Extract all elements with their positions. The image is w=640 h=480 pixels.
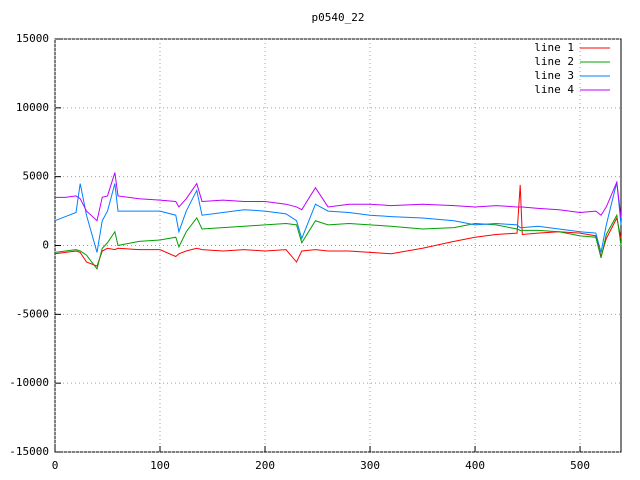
data-line: [55, 172, 622, 222]
x-tick-label: 300: [360, 459, 380, 472]
y-tick-label: -10000: [9, 376, 49, 389]
legend-label: line 3: [534, 69, 574, 82]
y-tick-label: -5000: [16, 307, 49, 320]
y-tick-label: 15000: [16, 32, 49, 45]
y-tick-label: -15000: [9, 445, 49, 458]
y-tick-label: 10000: [16, 101, 49, 114]
data-line: [54, 182, 622, 253]
x-tick-label: 200: [255, 459, 275, 472]
data-line: [54, 213, 622, 271]
x-tick-label: 0: [52, 459, 59, 472]
data-line: [54, 184, 622, 267]
x-tick-label: 500: [570, 459, 590, 472]
x-tick-label: 100: [150, 459, 170, 472]
legend-label: line 2: [534, 55, 574, 68]
y-tick-label: 0: [42, 239, 49, 252]
x-tick-label: 400: [465, 459, 485, 472]
legend-label: line 1: [534, 41, 574, 54]
legend-label: line 4: [534, 83, 574, 96]
chart-title: p0540_22: [312, 11, 365, 24]
y-tick-label: 5000: [23, 170, 50, 183]
